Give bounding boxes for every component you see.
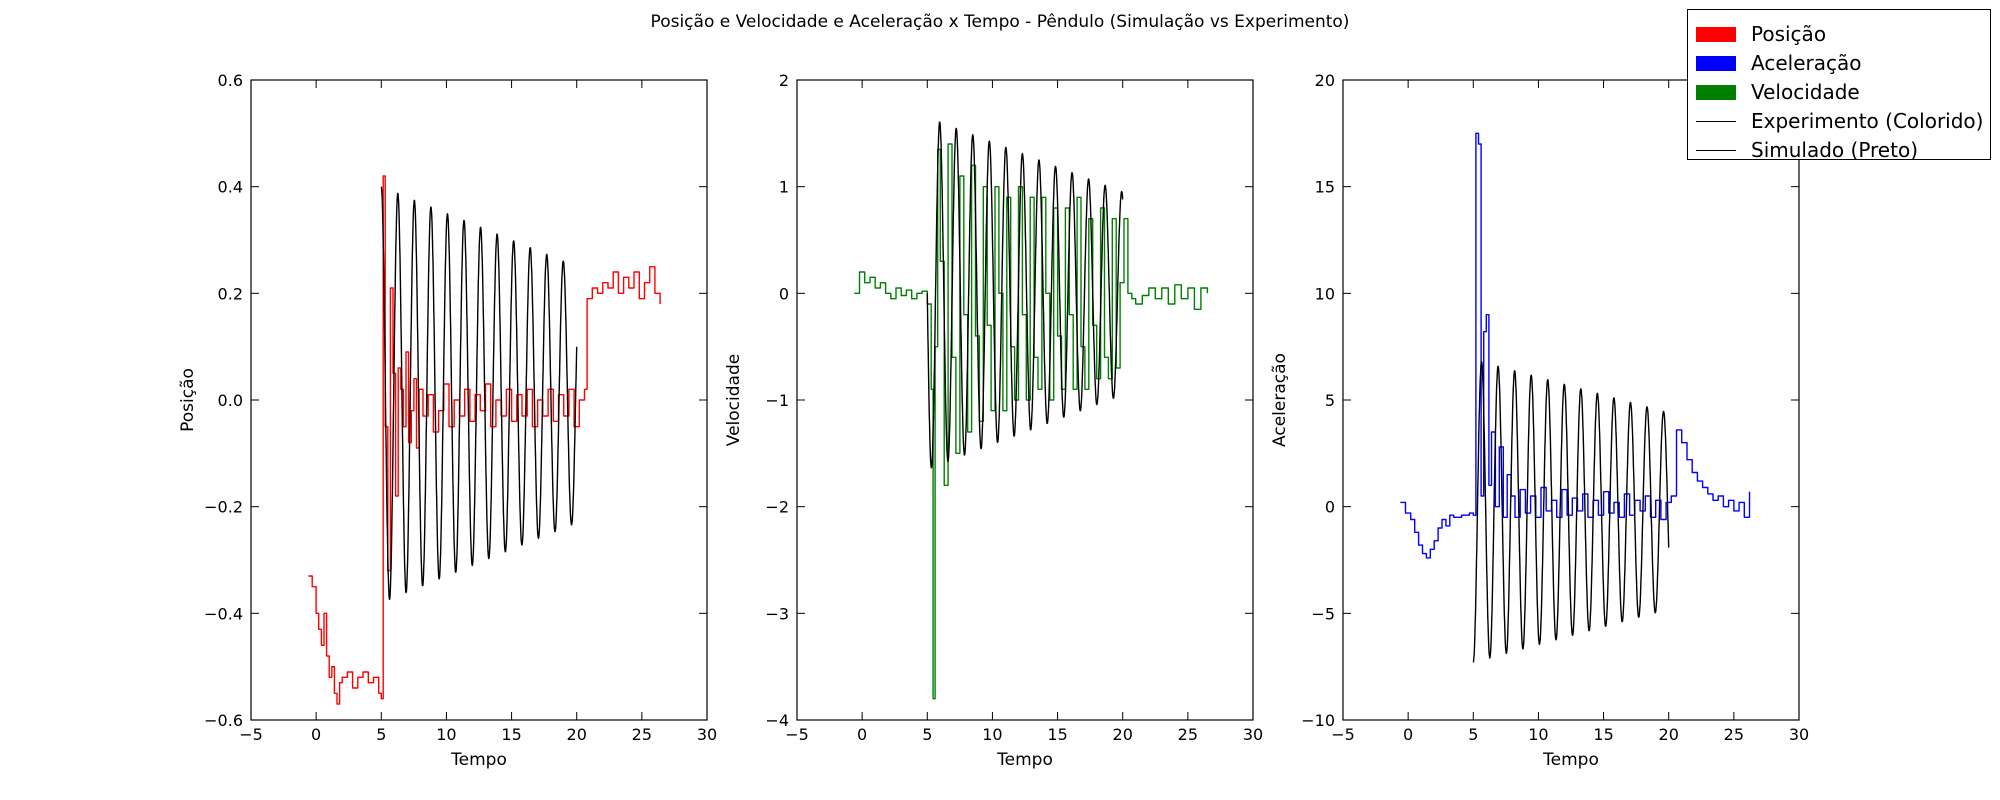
legend-line-simulado [1696,150,1736,151]
xtick-label: 10 [982,725,1002,744]
xtick-label: 20 [1659,725,1679,744]
xaxis-label: Tempo [1542,750,1599,770]
ytick-label: −1 [765,391,789,410]
legend-item-simulado: Simulado (Preto) [1688,136,1990,165]
xaxis-label: Tempo [450,750,507,770]
xtick-label: 30 [697,725,717,744]
ytick-label: 15 [1315,178,1335,197]
legend-label-posicao: Posição [1751,22,1827,46]
ytick-label: 0.4 [218,178,243,197]
yaxis-label: Velocidade [724,354,744,446]
series-simulado-velocidade [926,121,1124,469]
ytick-label: 0.6 [218,71,243,90]
ytick-label: −0.6 [204,711,243,730]
xtick-label: 0 [857,725,867,744]
xtick-label: 15 [1593,725,1613,744]
xtick-label: 30 [1789,725,1809,744]
xtick-label: 20 [1113,725,1133,744]
xtick-label: 30 [1243,725,1263,744]
xtick-label: 5 [376,725,386,744]
xtick-label: 0 [311,725,321,744]
ytick-label: −3 [765,604,789,623]
legend: Posição Aceleração Velocidade Experiment… [1687,9,1991,162]
ytick-label: −0.4 [204,604,243,623]
xtick-label: 10 [1528,725,1548,744]
xtick-label: 5 [1468,725,1478,744]
ytick-label: 5 [1325,391,1335,410]
xtick-label: 25 [632,725,652,744]
legend-item-experimento: Experimento (Colorido) [1688,107,1990,136]
xtick-label: −5 [239,725,263,744]
xtick-label: 15 [501,725,521,744]
subplot-velocidade: −5 0 5 10 15 20 25 30 −4 −3 −2 −1 0 1 2 Tempo Velocidade [724,71,1263,770]
xtick-label: 25 [1178,725,1198,744]
series-experimento-velocidade [854,143,1209,700]
legend-patch-velocidade [1696,85,1736,100]
ytick-label: 0.2 [218,284,243,303]
ytick-label: −4 [765,711,789,730]
xtick-label: 15 [1047,725,1067,744]
ytick-label: −2 [765,498,789,517]
series-experimento-aceleracao [1400,132,1751,559]
ytick-label: 2 [779,71,789,90]
series-simulado-aceleracao [1472,361,1670,663]
yaxis-label: Aceleração [1270,353,1290,447]
axes-frame-velocidade [796,79,1254,721]
legend-line-experimento [1696,121,1736,122]
legend-label-velocidade: Velocidade [1751,80,1860,104]
ytick-label: −0.2 [204,498,243,517]
xaxis-label: Tempo [996,750,1053,770]
ytick-label: −10 [1301,711,1335,730]
subplot-posicao: −5 0 5 10 15 20 25 30 −0.6 −0.4 −0.2 0.0 0.2 0.4 0.6 Te… [178,71,717,770]
legend-label-simulado: Simulado (Preto) [1751,138,1918,162]
xtick-label: 25 [1724,725,1744,744]
xtick-label: −5 [1331,725,1355,744]
legend-item-posicao: Posição [1688,20,1990,49]
legend-patch-aceleracao [1696,56,1736,71]
xtick-label: −5 [785,725,809,744]
ytick-label: 1 [779,178,789,197]
yaxis-label: Posição [178,368,198,432]
legend-label-experimento: Experimento (Colorido) [1751,109,1984,133]
xtick-label: 10 [436,725,456,744]
legend-item-aceleracao: Aceleração [1688,49,1990,78]
ytick-label: 0.0 [218,391,243,410]
ytick-label: 20 [1315,71,1335,90]
xtick-label: 0 [1403,725,1413,744]
ytick-label: 10 [1315,284,1335,303]
series-experimento-posicao [308,175,661,705]
legend-item-velocidade: Velocidade [1688,78,1990,107]
xtick-label: 5 [922,725,932,744]
xtick-label: 20 [567,725,587,744]
ytick-label: 0 [779,284,789,303]
legend-label-aceleracao: Aceleração [1751,51,1862,75]
legend-patch-posicao [1696,27,1736,42]
subplot-aceleracao: −5 0 5 10 15 20 25 30−10−505101520TempoAceleraç… [1270,71,1809,770]
series-simulado-posicao [380,186,578,600]
ytick-label: −5 [1311,604,1335,623]
ytick-label: 0 [1325,498,1335,517]
figure-title: Posição e Velocidade e Aceleração x Temp… [650,12,1350,32]
